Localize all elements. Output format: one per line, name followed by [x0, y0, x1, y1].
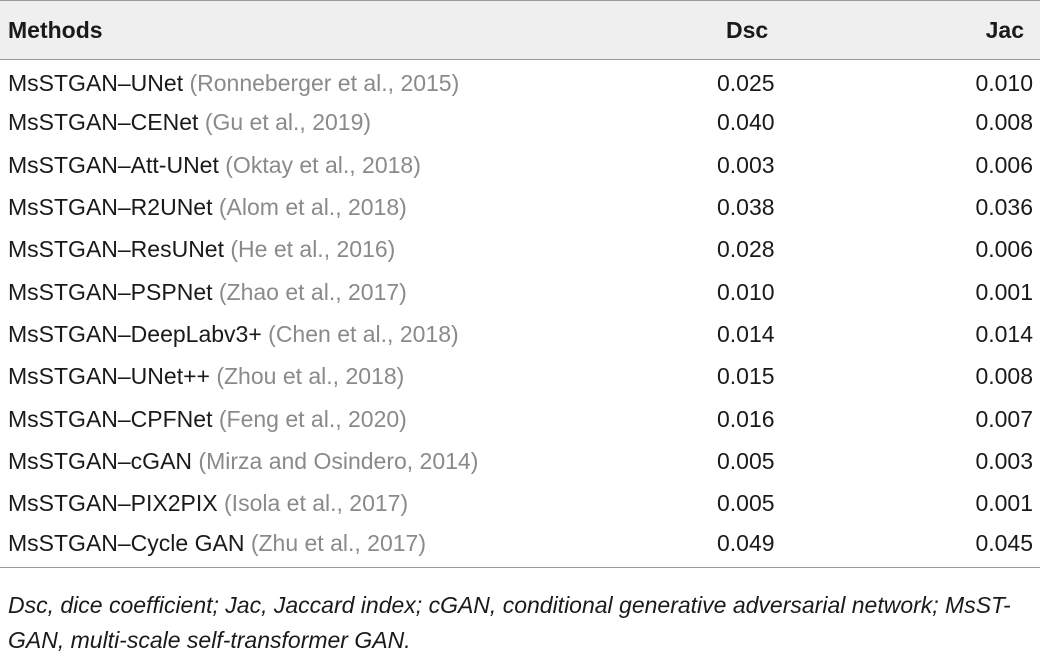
- table-row: MsSTGAN–ResUNet (He et al., 2016) 0.028 0.…: [0, 229, 1040, 271]
- jac-value: 0.007: [975, 405, 1033, 432]
- table-body: MsSTGAN–UNet (Ronneberger et al., 2015) 0…: [0, 60, 1040, 568]
- method-name: MsSTGAN–R2UNet: [8, 194, 213, 221]
- jac-value: 0.001: [975, 278, 1033, 305]
- method-reference: (Zhu et al., 2017): [250, 530, 426, 557]
- dsc-value: 0.003: [717, 151, 775, 178]
- method-reference: (Oktay et al., 2018): [225, 151, 421, 178]
- table-footnote: Dsc, dice coefficient; Jac, Jaccard inde…: [8, 592, 1011, 653]
- jac-value: 0.008: [975, 363, 1033, 390]
- jac-value: 0.006: [975, 151, 1033, 178]
- jac-value: 0.003: [975, 447, 1033, 474]
- jac-value: 0.006: [975, 236, 1033, 263]
- table-row: MsSTGAN–UNet (Ronneberger et al., 2015) 0…: [0, 60, 1040, 102]
- table-row: MsSTGAN–Cycle GAN (Zhu et al., 2017) 0.04…: [0, 524, 1040, 568]
- jac-value: 0.045: [865, 524, 1040, 568]
- method-reference: (Alom et al., 2018): [218, 194, 407, 221]
- jac-value: 0.036: [975, 194, 1033, 221]
- header-dsc: Dsc: [640, 0, 865, 60]
- dsc-value: 0.040: [717, 109, 775, 136]
- method-cell: MsSTGAN–CENet (Gu et al., 2019): [0, 102, 640, 144]
- method-cell: MsSTGAN–PSPNet (Zhao et al., 2017): [0, 271, 640, 313]
- method-name: MsSTGAN–Cycle GAN: [8, 530, 245, 557]
- header-jac: Jac: [865, 0, 1040, 60]
- method-cell: MsSTGAN–cGAN (Mirza and Osindero, 2014): [0, 440, 640, 482]
- method-name: MsSTGAN–cGAN: [8, 447, 193, 474]
- method-name: MsSTGAN–PSPNet: [8, 278, 213, 305]
- method-cell: MsSTGAN–UNet++ (Zhou et al., 2018): [0, 356, 640, 398]
- table-row: MsSTGAN–R2UNet (Alom et al., 2018) 0.038 0…: [0, 186, 1040, 228]
- table-row: MsSTGAN–PSPNet (Zhao et al., 2017) 0.010 0…: [0, 271, 1040, 313]
- method-reference: (Zhao et al., 2017): [218, 278, 407, 305]
- method-cell: MsSTGAN–ResUNet (He et al., 2016): [0, 229, 640, 271]
- method-cell: MsSTGAN–R2UNet (Alom et al., 2018): [0, 186, 640, 228]
- method-cell: MsSTGAN–CPFNet (Feng et al., 2020): [0, 398, 640, 440]
- method-cell: MsSTGAN–Cycle GAN (Zhu et al., 2017): [0, 524, 640, 568]
- jac-value: 0.001: [975, 490, 1033, 517]
- header-methods: Methods: [0, 0, 640, 60]
- method-name: MsSTGAN–DeepLabv3+: [8, 320, 262, 347]
- method-name: MsSTGAN–CENet: [8, 109, 199, 136]
- dsc-value: 0.025: [717, 70, 775, 97]
- dsc-value: 0.028: [717, 236, 775, 263]
- method-cell: MsSTGAN–DeepLabv3+ (Chen et al., 2018): [0, 313, 640, 355]
- method-reference: (Zhou et al., 2018): [216, 363, 405, 390]
- method-name: MsSTGAN–CPFNet: [8, 405, 213, 432]
- method-reference: (Isola et al., 2017): [224, 490, 409, 517]
- table-row: MsSTGAN–DeepLabv3+ (Chen et al., 2018) 0.…: [0, 313, 1040, 355]
- method-name: MsSTGAN–ResUNet: [8, 236, 224, 263]
- dsc-value: 0.038: [717, 194, 775, 221]
- table-row: MsSTGAN–CPFNet (Feng et al., 2020) 0.016 0…: [0, 398, 1040, 440]
- table-row: MsSTGAN–UNet++ (Zhou et al., 2018) 0.015 0…: [0, 356, 1040, 398]
- table-row: MsSTGAN–Att-UNet (Oktay et al., 2018) 0.0…: [0, 144, 1040, 186]
- dsc-value: 0.016: [717, 405, 775, 432]
- header-row: Methods Dsc Jac: [0, 0, 1040, 60]
- dsc-value: 0.005: [717, 490, 775, 517]
- table-row: MsSTGAN–CENet (Gu et al., 2019) 0.040 0.00…: [0, 102, 1040, 144]
- method-cell: MsSTGAN–Att-UNet (Oktay et al., 2018): [0, 144, 640, 186]
- jac-value: 0.014: [975, 320, 1033, 347]
- method-reference: (Feng et al., 2020): [218, 405, 407, 432]
- jac-value: 0.010: [975, 70, 1033, 97]
- table-row: MsSTGAN–PIX2PIX (Isola et al., 2017) 0.00…: [0, 482, 1040, 524]
- dsc-value: 0.015: [717, 363, 775, 390]
- method-name: MsSTGAN–UNet++: [8, 363, 210, 390]
- dsc-value: 0.049: [640, 524, 865, 568]
- results-table-container: Methods Dsc Jac MsSTGAN–UNet (Ronneberge…: [0, 0, 1040, 568]
- method-name: MsSTGAN–Att-UNet: [8, 151, 219, 178]
- method-cell: MsSTGAN–UNet (Ronneberger et al., 2015): [0, 60, 640, 102]
- method-name: MsSTGAN–UNet: [8, 70, 184, 97]
- method-cell: MsSTGAN–PIX2PIX (Isola et al., 2017): [0, 482, 640, 524]
- method-reference: (Gu et al., 2019): [204, 109, 372, 136]
- table-header: Methods Dsc Jac: [0, 0, 1040, 60]
- table-row: MsSTGAN–cGAN (Mirza and Osindero, 2014) 0…: [0, 440, 1040, 482]
- jac-value: 0.008: [975, 109, 1033, 136]
- method-reference: (Mirza and Osindero, 2014): [198, 447, 479, 474]
- dsc-value: 0.010: [717, 278, 775, 305]
- method-reference: (Chen et al., 2018): [268, 320, 459, 347]
- method-reference: (Ronneberger et al., 2015): [189, 70, 460, 97]
- method-reference: (He et al., 2016): [230, 236, 396, 263]
- dsc-value: 0.014: [717, 320, 775, 347]
- dsc-value: 0.005: [717, 447, 775, 474]
- results-table: Methods Dsc Jac MsSTGAN–UNet (Ronneberge…: [0, 0, 1040, 568]
- method-name: MsSTGAN–PIX2PIX: [8, 490, 218, 517]
